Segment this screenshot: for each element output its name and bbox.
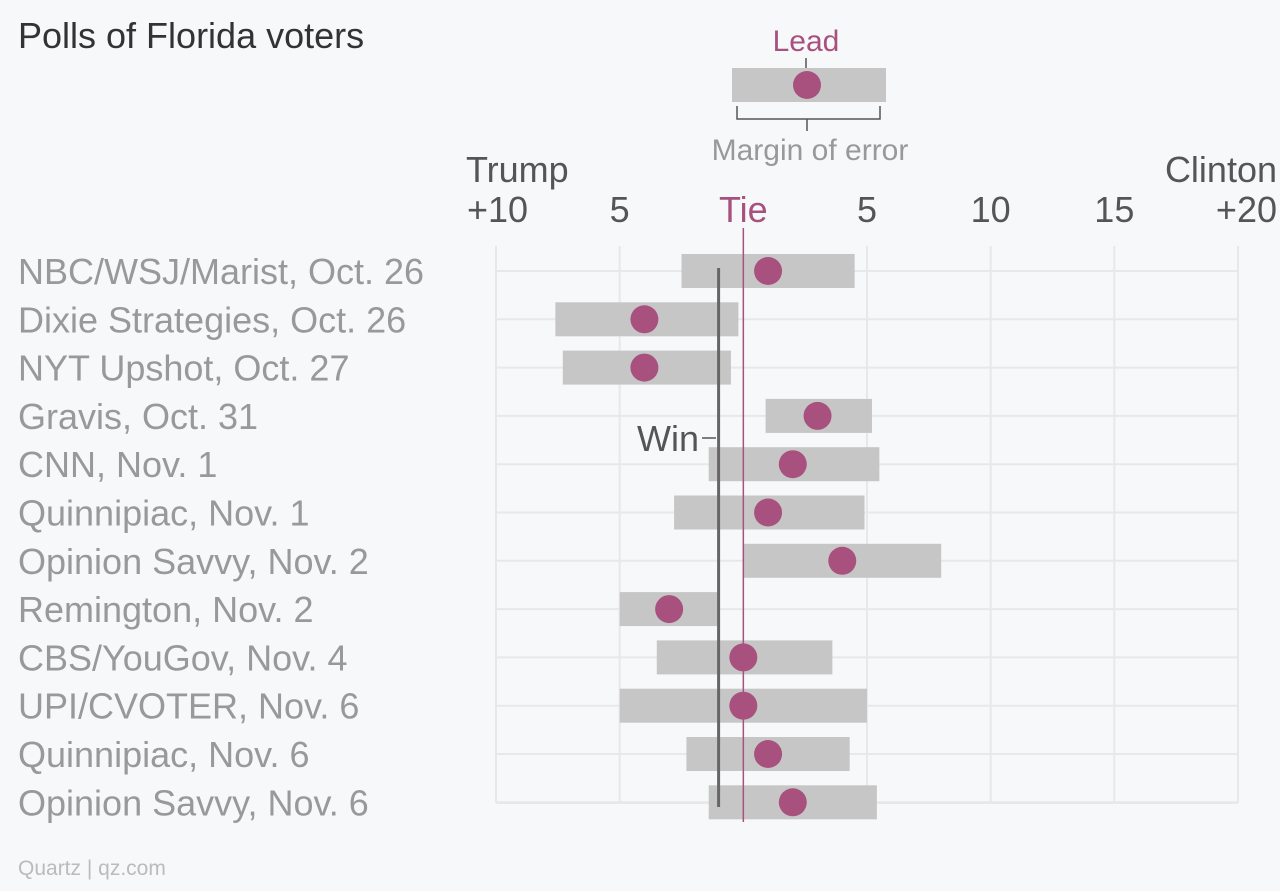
poll-label: Dixie Strategies, Oct. 26 (18, 299, 406, 340)
margin-bars (555, 254, 942, 820)
x-tick-label: 10 (971, 189, 1011, 230)
lead-dot (803, 401, 832, 430)
lead-dot (828, 546, 857, 575)
legend-lead-label: Lead (773, 25, 840, 58)
clinton-axis-label: Clinton (1165, 149, 1277, 190)
poll-label: Gravis, Oct. 31 (18, 396, 258, 437)
reference-lines (717, 228, 745, 822)
trump-axis-label: Trump (466, 149, 569, 190)
lead-dot (630, 305, 659, 334)
poll-label: Opinion Savvy, Nov. 2 (18, 541, 369, 582)
lead-dot (729, 643, 758, 672)
poll-label: CNN, Nov. 1 (18, 444, 217, 485)
x-axis-ticks: +10 5 Tie 5 10 15 +20 (467, 189, 1277, 230)
poll-label: Quinnipiac, Nov. 1 (18, 493, 309, 534)
lead-dot (778, 788, 807, 817)
lead-dot (655, 595, 684, 624)
legend-margin-label: Margin of error (712, 134, 909, 167)
lead-dot (754, 498, 783, 527)
lead-dot (630, 353, 659, 382)
win-label: Win (637, 418, 699, 459)
x-tick-label: 5 (610, 189, 630, 230)
x-tick-label: Tie (719, 189, 768, 230)
legend-lead-dot (793, 71, 821, 99)
x-tick-label: 15 (1094, 189, 1134, 230)
chart-title: Polls of Florida voters (18, 15, 364, 56)
x-tick-label: 5 (857, 189, 877, 230)
lead-dots (630, 257, 857, 817)
legend-margin-bracket (736, 106, 881, 120)
lead-dot (754, 257, 783, 285)
poll-label: Quinnipiac, Nov. 6 (18, 734, 309, 775)
legend-key: Lead Margin of error (712, 25, 909, 167)
lead-dot (754, 740, 783, 768)
poll-label: CBS/YouGov, Nov. 4 (18, 637, 348, 678)
lead-dot (729, 691, 758, 720)
poll-label: Remington, Nov. 2 (18, 589, 313, 630)
poll-label: UPI/CVOTER, Nov. 6 (18, 686, 359, 727)
x-tick-label: +10 (467, 189, 528, 230)
poll-label: NBC/WSJ/Marist, Oct. 26 (18, 251, 424, 292)
poll-label: NYT Upshot, Oct. 27 (18, 348, 349, 389)
lead-dot (778, 450, 807, 479)
poll-labels: NBC/WSJ/Marist, Oct. 26 Dixie Strategies,… (18, 251, 424, 823)
poll-label: Opinion Savvy, Nov. 6 (18, 782, 369, 823)
credit: Quartz | qz.com (18, 857, 166, 880)
x-tick-label: +20 (1216, 189, 1277, 230)
